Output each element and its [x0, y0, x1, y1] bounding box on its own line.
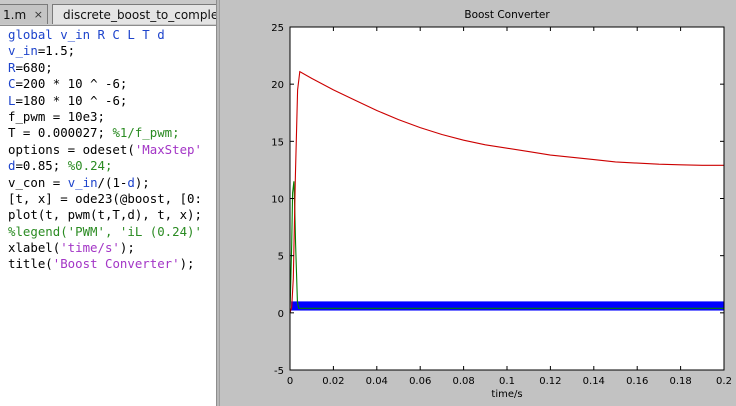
code-token: ); [119, 240, 135, 256]
x-tick-label: 0.2 [716, 376, 732, 387]
x-tick-label: 0.04 [366, 376, 388, 387]
x-tick-label: 0.16 [626, 376, 648, 387]
code-token: L [8, 92, 16, 108]
y-tick-label: 15 [271, 137, 284, 148]
code-token: title( [8, 256, 53, 272]
x-tick-label: 0.14 [583, 376, 605, 387]
code-editor[interactable]: 1.m × discrete_boost_to_complet global v… [0, 0, 216, 406]
code-line: L=180 * 10 ^ -6; [8, 93, 202, 109]
code-token: T = 0.000027; [8, 125, 113, 141]
x-tick-label: 0.08 [452, 376, 474, 387]
series-line-1 [289, 181, 724, 313]
chart-title: Boost Converter [464, 9, 550, 21]
splitter-handle[interactable] [216, 0, 220, 406]
axes-background [290, 27, 724, 370]
series-band-0 [291, 301, 724, 311]
tab-label: discrete_boost_to_complet [63, 8, 216, 22]
figure-window: 0 0.02 0.04 0.06 0.08 0.1 0.12 0.14 0.16 0.18 0.2 -… [220, 0, 736, 406]
x-tick-label: 0.18 [669, 376, 691, 387]
code-token: %0.24; [67, 158, 113, 174]
code-token: v_con = [8, 174, 68, 190]
code-line: d=0.85; %0.24; [8, 158, 202, 174]
code-token: %legend('PWM', 'iL (0.24)' [8, 223, 202, 239]
code-token: 'MaxStep' [134, 141, 202, 157]
close-icon[interactable]: × [33, 8, 43, 21]
tab-file-1[interactable]: 1.m × [0, 4, 48, 24]
code-line: xlabel('time/s'); [8, 240, 202, 256]
code-token: ); [134, 174, 150, 190]
tab-file-discrete-boost[interactable]: discrete_boost_to_complet [52, 4, 216, 24]
y-tick-label: 25 [271, 23, 284, 34]
code-line: %legend('PWM', 'iL (0.24)' [8, 224, 202, 240]
y-tick-label: 10 [271, 195, 284, 206]
code-token: plot(t, pwm(t,T,d), t, x); [8, 207, 202, 223]
code-line: R=680; [8, 60, 202, 76]
code-line: v_con = v_in/(1-d); [8, 175, 202, 191]
code-line: options = odeset('MaxStep' [8, 142, 202, 158]
code-token: =1.5; [37, 43, 76, 59]
y-tick-label: 20 [271, 80, 284, 91]
code-line: T = 0.000027; %1/f_pwm; [8, 125, 202, 141]
code-token: d [8, 158, 16, 174]
code-area[interactable]: global v_in R C L T d v_in=1.5; R=680; C=20… [0, 27, 202, 273]
y-tick-label: 0 [278, 309, 284, 320]
code-token: =200 * 10 ^ -6; [15, 76, 128, 92]
code-line: title('Boost Converter'); [8, 256, 202, 272]
code-token: %1/f_pwm; [112, 125, 180, 141]
x-tick-label: 0.02 [322, 376, 344, 387]
editor-tab-bar: 1.m × discrete_boost_to_complet [0, 0, 216, 26]
code-token: xlabel( [8, 240, 61, 256]
code-line: plot(t, pwm(t,T,d), t, x); [8, 207, 202, 223]
code-token: f_pwm = 10e3; [8, 108, 105, 124]
x-axis-label: time/s [491, 389, 522, 400]
code-token: /(1- [97, 174, 128, 190]
tab-label: 1.m [3, 8, 27, 22]
code-token: ); [179, 256, 195, 272]
plot-canvas: 0 0.02 0.04 0.06 0.08 0.1 0.12 0.14 0.16 0.18 0.2 -… [271, 9, 732, 400]
code-token: =0.85; [15, 158, 68, 174]
code-line: [t, x] = ode23(@boost, [0: [8, 191, 202, 207]
code-token: d [127, 174, 135, 190]
code-line: f_pwm = 10e3; [8, 109, 202, 125]
code-token: [t, x] = ode23(@boost, [0: [8, 190, 202, 206]
code-line: v_in=1.5; [8, 43, 202, 59]
code-line: C=200 * 10 ^ -6; [8, 76, 202, 92]
code-token: =180 * 10 ^ -6; [15, 92, 128, 108]
code-token: v_in [67, 174, 98, 190]
code-token: =680; [15, 59, 53, 75]
code-token: global v_in R C L T d [8, 27, 165, 42]
code-token: R [8, 59, 16, 75]
series-line-2 [289, 70, 724, 313]
y-tick-label: 5 [278, 252, 284, 263]
code-token: 'Boost Converter' [52, 256, 180, 272]
code-token: 'time/s' [60, 240, 120, 256]
x-tick-label: 0.06 [409, 376, 431, 387]
x-tick-label: 0 [287, 376, 293, 387]
code-token: C [8, 76, 16, 92]
y-tick-label: -5 [274, 366, 284, 377]
code-token: v_in [8, 43, 38, 59]
x-tick-label: 0.1 [499, 376, 515, 387]
code-line: global v_in R C L T d [8, 27, 202, 43]
x-tick-label: 0.12 [539, 376, 561, 387]
code-token: options = odeset( [8, 141, 135, 157]
